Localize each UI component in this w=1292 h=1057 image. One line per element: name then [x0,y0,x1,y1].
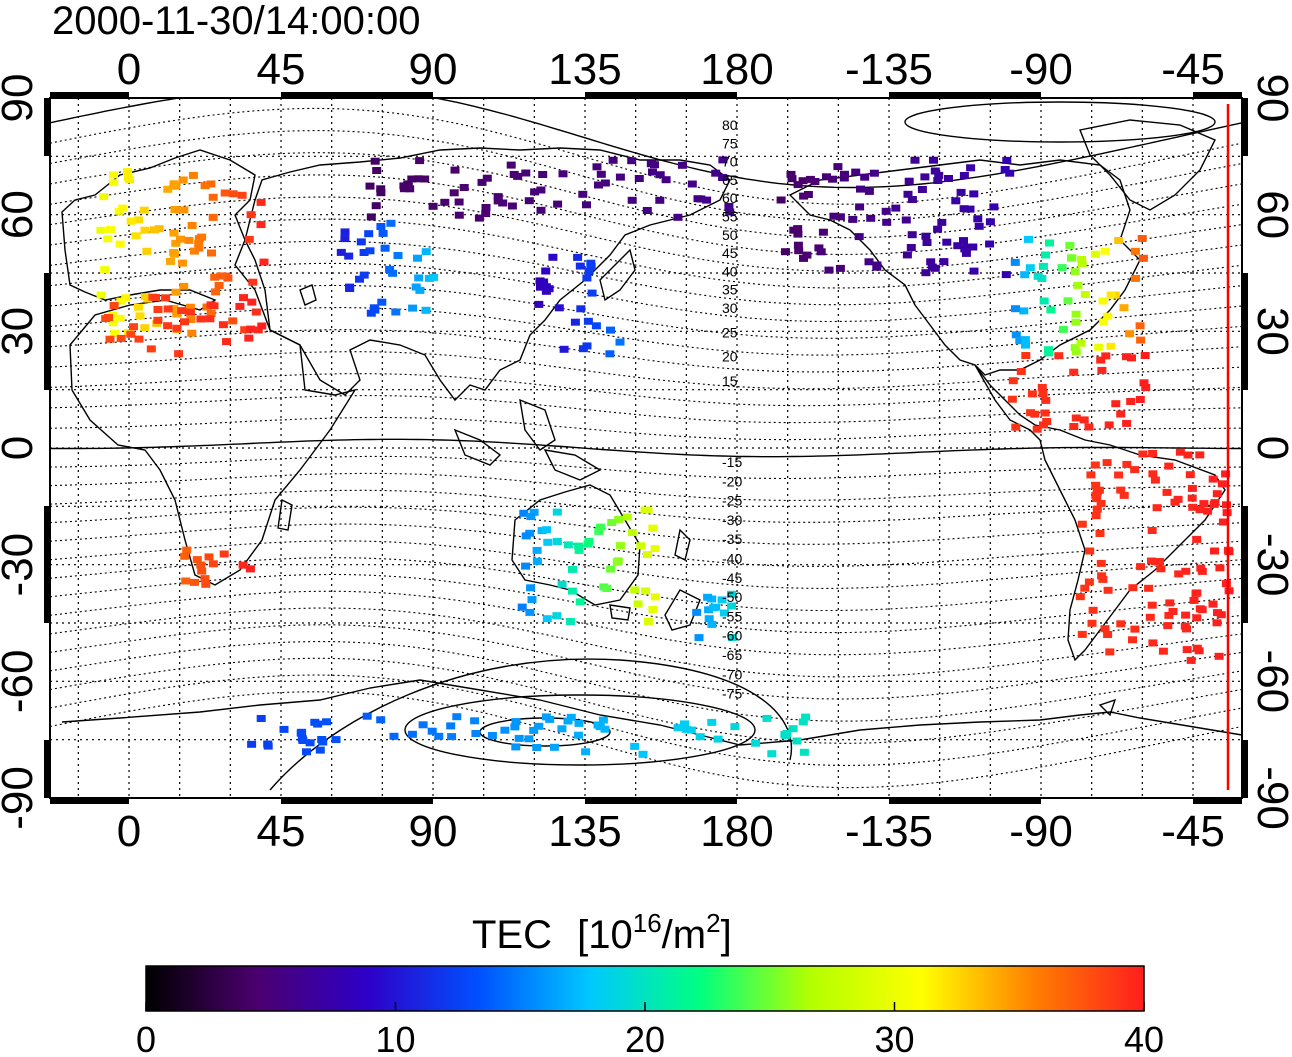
colorbar-tick-label: 30 [874,1019,914,1057]
lon-tick-label-top: 180 [700,45,773,94]
lon-tick-label-bottom: 90 [409,807,458,856]
colorbar-tick-label: 20 [625,1019,665,1057]
contour-label-south: -60 [722,628,742,644]
lon-tick-label-bottom: -45 [1161,807,1225,856]
lat-tick-label-left: 60 [0,190,42,239]
lon-tick-label-bottom: -90 [1009,807,1073,856]
contour-label-north: 20 [722,349,738,365]
lat-tick-label-left: 30 [0,307,42,356]
contour-label-south: -15 [722,454,742,470]
contour-label-south: -25 [722,493,742,509]
contour-label-north: 75 [722,135,738,151]
axis-frame-bars [44,92,1248,804]
contour-label-north: 15 [722,373,738,389]
lon-tick-label-top: 135 [548,45,621,94]
contour-label-south: -50 [722,589,742,605]
colorbar-tick-label: 40 [1124,1019,1164,1057]
lon-tick-label-top: -45 [1161,45,1225,94]
colorbar: TEC [1016/m2] 0 10 20 30 40 [136,908,1164,1057]
contour-label-north: 70 [722,154,738,170]
lat-tick-label-right: -90 [1248,766,1292,830]
magnetic-latitude-contours [50,98,1242,791]
lon-tick-label-top: -90 [1009,45,1073,94]
lon-tick-label-top: 90 [409,45,458,94]
lat-tick-label-right: 30 [1248,307,1292,356]
contour-label-south: -30 [722,512,742,528]
contour-label-north: 60 [722,190,738,206]
contour-label-north: 40 [722,263,738,279]
axis-tick-labels: 0045459090135135180180-135-135-90-90-45-… [0,45,1292,856]
lon-tick-label-bottom: -135 [845,807,933,856]
contour-label-south: -35 [722,531,742,547]
contour-label-south: -55 [722,608,742,624]
lat-tick-label-left: 90 [0,74,42,123]
contour-label-south: -65 [722,647,742,663]
lat-tick-label-right: 60 [1248,190,1292,239]
contour-label-south: -40 [722,551,742,567]
coastlines [61,119,1242,746]
lon-tick-label-bottom: 180 [700,807,773,856]
contour-label-north: 65 [722,172,738,188]
contour-label-north: 25 [722,324,738,340]
lat-tick-label-right: 0 [1248,436,1292,460]
contour-label-south: -45 [722,570,742,586]
lat-tick-label-left: 0 [0,436,42,460]
lon-tick-label-top: -135 [845,45,933,94]
lon-tick-label-top: 0 [117,45,141,94]
lat-tick-label-right: 90 [1248,74,1292,123]
contour-label-south: -70 [722,666,742,682]
contour-label-north: 80 [722,117,738,133]
contour-label-north: 30 [722,300,738,316]
contour-label-north: 45 [722,245,738,261]
lon-tick-label-top: 45 [257,45,306,94]
timestamp-title: 2000-11-30/14:00:00 [52,0,420,43]
colorbar-title: TEC [1016/m2] [472,908,732,957]
contour-labels: 80 75 70 65 60 55 50 45 40 35 30 25 20 15 -15 -20 -25 -30… [722,117,742,702]
lon-tick-label-bottom: 45 [257,807,306,856]
lat-tick-label-right: -60 [1248,650,1292,714]
contour-label-north: 55 [722,209,738,225]
lon-tick-label-bottom: 0 [117,807,141,856]
contour-label-south: -75 [722,686,742,702]
contour-label-south: -20 [722,473,742,489]
lat-tick-label-left: -90 [0,766,42,830]
colorbar-tick-label: 10 [375,1019,415,1057]
lat-tick-label-left: -60 [0,650,42,714]
colorbar-tick-label: 0 [136,1019,156,1057]
contour-label-north: 35 [722,282,738,298]
lon-tick-label-bottom: 135 [548,807,621,856]
lat-tick-label-right: -30 [1248,533,1292,597]
tec-data-points [96,156,1234,758]
contour-label-north: 50 [722,227,738,243]
lat-tick-label-left: -30 [0,533,42,597]
